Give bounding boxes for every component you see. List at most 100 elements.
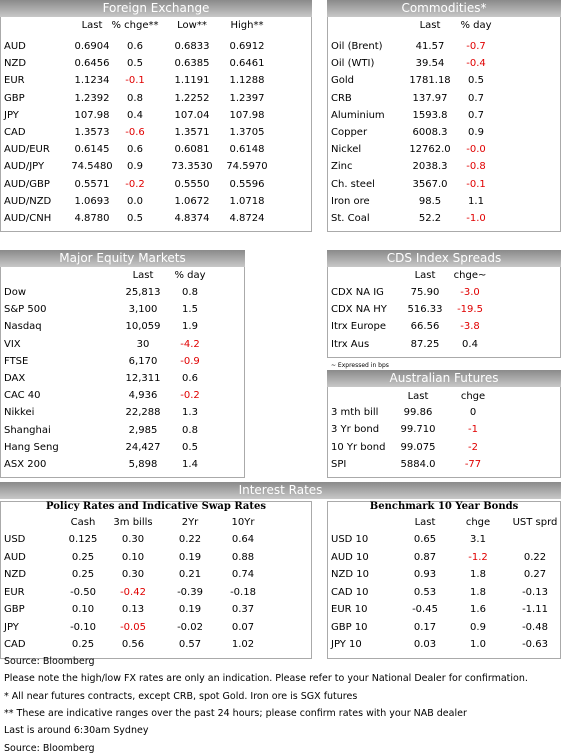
cell-value: 0.30 xyxy=(121,534,145,545)
row-label: AUD/NZD xyxy=(4,195,52,207)
cell-value: 75.90 xyxy=(410,287,440,298)
cell-value: 0.7 xyxy=(468,92,484,104)
row-label: AUD/JPY xyxy=(4,161,45,173)
cell-value: 0.87 xyxy=(413,551,437,563)
cell-value: 25,813 xyxy=(125,287,161,298)
column-header: Cash xyxy=(70,517,96,528)
column-header: Last xyxy=(419,20,441,31)
cell-value: 1.3571 xyxy=(174,127,210,138)
section-title: Benchmark 10 Year Bonds xyxy=(369,501,519,512)
row-label: Oil (WTI) xyxy=(331,58,375,70)
cell-value: -0.02 xyxy=(177,621,203,633)
cell-value: 0.5550 xyxy=(174,178,210,190)
cell-value: 0.5 xyxy=(182,441,198,453)
row-label: NZD xyxy=(4,58,27,70)
row-label: CAC 40 xyxy=(4,390,41,402)
column-header: 10Yr xyxy=(231,517,255,528)
row-label: CAD xyxy=(4,639,26,650)
table-frame xyxy=(0,501,312,659)
cell-value: -0.39 xyxy=(177,586,203,598)
cell-value: 0.19 xyxy=(178,551,202,563)
section-title: Policy Rates and Indicative Swap Rates xyxy=(45,501,267,512)
row-label: EUR xyxy=(4,586,25,598)
cell-value: 1.9 xyxy=(182,321,198,333)
row-label: GBP xyxy=(4,92,25,104)
cell-value: 1.8 xyxy=(470,586,486,598)
column-header: chge xyxy=(465,517,491,528)
row-label: Nikkei xyxy=(4,407,35,419)
footnote: Last is around 6:30am Sydney xyxy=(4,725,149,737)
cell-value: 0.6 xyxy=(182,373,198,384)
section-header: Major Equity Markets xyxy=(0,250,245,267)
row-label: NZD xyxy=(4,569,27,580)
row-label: CRB xyxy=(331,92,352,104)
cell-value: 5,898 xyxy=(128,459,158,470)
cell-value: 0.22 xyxy=(523,551,547,563)
row-label: NZD 10 xyxy=(331,569,369,580)
row-label: AUD/GBP xyxy=(4,178,50,190)
row-label: CAD 10 xyxy=(331,586,369,598)
cell-value: 66.56 xyxy=(410,321,440,333)
row-label: EUR xyxy=(4,75,25,87)
row-label: Hang Seng xyxy=(4,441,59,453)
row-label: CDX NA HY xyxy=(331,304,387,316)
cell-value: -0.0 xyxy=(466,144,486,156)
cell-value: 0.4 xyxy=(462,338,478,350)
row-label: GBP xyxy=(4,604,25,615)
cell-value: 99.075 xyxy=(400,441,436,453)
row-label: 10 Yr bond xyxy=(331,441,386,453)
cell-value: 3,100 xyxy=(128,304,158,316)
cell-value: 4.8780 xyxy=(74,213,110,224)
cell-value: -0.05 xyxy=(120,621,146,633)
footnote: ** These are indicative ranges over the … xyxy=(4,707,467,719)
cell-value: 1.3573 xyxy=(74,127,110,138)
column-header: chge xyxy=(460,391,486,402)
cell-value: 24,427 xyxy=(125,441,161,453)
cell-value: 0.125 xyxy=(68,534,98,545)
column-header: Last xyxy=(414,517,436,528)
column-header: Last xyxy=(414,270,436,281)
row-label: USD xyxy=(4,534,26,545)
cell-value: -1.0 xyxy=(466,213,486,224)
row-label: Dow xyxy=(4,287,26,298)
cell-value: 99.710 xyxy=(400,424,436,436)
section-header: Interest Rates xyxy=(0,482,561,499)
cell-value: 0.8 xyxy=(182,287,198,298)
row-label: VIX xyxy=(4,338,21,350)
cell-value: 22,288 xyxy=(125,407,161,419)
cell-value: 0.25 xyxy=(71,569,95,580)
table-note: ~ Expressed in bps xyxy=(331,361,389,369)
cell-value: -0.48 xyxy=(522,621,548,633)
cell-value: 0.6145 xyxy=(74,144,110,156)
cell-value: -0.4 xyxy=(466,58,486,70)
cell-value: -2 xyxy=(468,441,478,453)
cell-value: -0.63 xyxy=(522,639,548,650)
cell-value: 87.25 xyxy=(410,338,440,350)
cell-value: 516.33 xyxy=(407,304,443,316)
cell-value: 0.5571 xyxy=(74,178,110,190)
cell-value: -3.0 xyxy=(460,287,480,298)
cell-value: 1.1288 xyxy=(229,75,265,87)
column-header: Last xyxy=(132,270,154,281)
cell-value: 74.5970 xyxy=(226,161,268,173)
column-header: Last xyxy=(407,391,429,402)
cell-value: 1.5 xyxy=(182,304,198,316)
cell-value: -0.10 xyxy=(70,621,96,633)
cell-value: 73.3530 xyxy=(171,161,213,173)
cell-value: 1.3 xyxy=(182,407,198,419)
cell-value: -1 xyxy=(468,424,478,436)
cell-value: 0.9 xyxy=(127,161,143,173)
cell-value: 0 xyxy=(469,407,477,418)
row-label: Nasdaq xyxy=(4,321,42,333)
cell-value: 0.5 xyxy=(468,75,484,87)
cell-value: 1.2392 xyxy=(74,92,110,104)
footnote: Source: Bloomberg xyxy=(4,656,95,667)
row-label: JPY xyxy=(4,109,19,121)
cell-value: 0.64 xyxy=(231,534,255,545)
cell-value: 0.9 xyxy=(470,621,486,633)
cell-value: 0.37 xyxy=(231,604,255,615)
cell-value: 0.13 xyxy=(121,604,145,615)
row-label: AUD xyxy=(4,41,26,52)
cell-value: 2,985 xyxy=(128,424,158,436)
cell-value: 52.2 xyxy=(418,213,442,224)
